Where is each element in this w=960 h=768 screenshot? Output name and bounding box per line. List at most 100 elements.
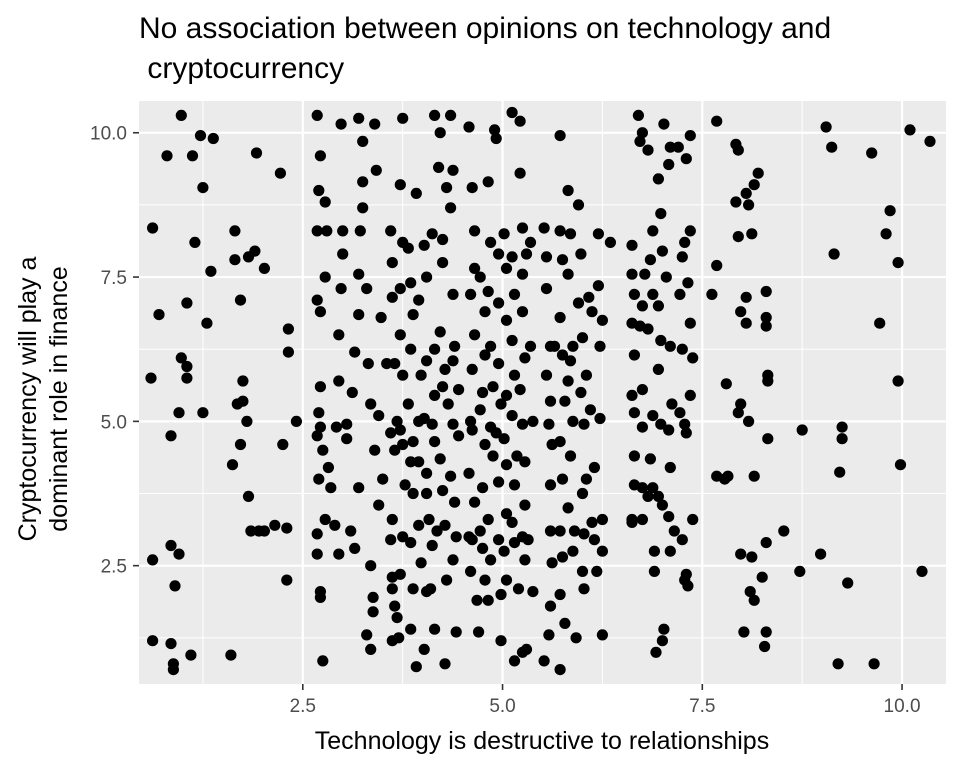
- data-point: [429, 623, 441, 635]
- data-point: [506, 251, 518, 263]
- data-point: [498, 433, 510, 445]
- data-point: [161, 150, 173, 162]
- data-point: [437, 257, 449, 269]
- data-point: [439, 658, 451, 670]
- data-point: [495, 635, 507, 647]
- data-point: [386, 257, 398, 269]
- data-point: [386, 291, 398, 303]
- data-point: [740, 317, 752, 329]
- data-point: [441, 182, 453, 194]
- data-point: [519, 352, 531, 364]
- data-point: [740, 291, 752, 303]
- data-point: [570, 632, 582, 644]
- data-point: [815, 548, 827, 560]
- data-point: [655, 418, 667, 430]
- x-tick-label: 5.0: [489, 696, 515, 717]
- data-point: [516, 222, 529, 234]
- data-point: [421, 487, 433, 500]
- data-point: [644, 453, 657, 465]
- data-point: [836, 433, 848, 445]
- data-point: [752, 167, 764, 179]
- data-point: [394, 568, 406, 580]
- data-point: [628, 349, 641, 361]
- data-point: [820, 121, 832, 133]
- data-point: [664, 545, 676, 557]
- data-point: [680, 427, 692, 439]
- data-point: [317, 655, 329, 667]
- major-gridlines: [139, 101, 946, 684]
- data-point: [826, 141, 838, 153]
- data-point: [353, 268, 365, 280]
- data-point: [628, 407, 641, 419]
- data-point: [466, 363, 478, 375]
- data-point: [490, 132, 502, 145]
- data-point: [554, 436, 566, 448]
- y-tick-label: 2.5: [101, 557, 127, 578]
- data-point: [410, 187, 422, 199]
- data-point: [317, 444, 329, 456]
- data-point: [226, 459, 239, 471]
- data-point: [626, 516, 638, 529]
- data-point: [423, 513, 435, 526]
- data-point: [169, 580, 181, 592]
- data-point: [333, 329, 345, 341]
- data-point: [538, 222, 550, 234]
- data-point: [365, 398, 377, 410]
- data-point: [514, 384, 526, 396]
- data-point: [357, 135, 369, 147]
- data-point: [744, 586, 756, 598]
- data-point: [205, 265, 217, 277]
- data-point: [680, 153, 692, 165]
- data-point: [466, 534, 478, 546]
- data-point: [281, 574, 293, 586]
- data-point: [663, 424, 675, 436]
- data-point: [642, 323, 654, 335]
- data-point: [664, 340, 676, 352]
- data-point: [778, 525, 790, 537]
- data-point: [434, 127, 446, 139]
- data-point: [634, 135, 646, 147]
- data-point: [405, 623, 417, 635]
- data-point: [389, 600, 401, 612]
- data-point: [564, 450, 577, 462]
- data-point: [410, 661, 422, 673]
- data-point: [760, 626, 772, 638]
- data-point: [916, 565, 928, 578]
- data-point: [397, 112, 409, 124]
- data-point: [234, 438, 247, 451]
- y-axis: 2.5 5.0 7.5 10.0: [90, 124, 139, 578]
- data-point: [426, 228, 438, 240]
- data-point: [596, 545, 609, 557]
- data-point: [493, 358, 505, 370]
- data-point: [546, 557, 558, 569]
- data-point: [485, 340, 497, 352]
- data-point: [311, 294, 323, 306]
- data-point: [469, 225, 481, 237]
- data-point: [479, 438, 491, 451]
- data-point: [626, 239, 638, 251]
- data-point: [866, 147, 878, 159]
- data-point: [402, 398, 414, 410]
- data-point: [647, 225, 659, 237]
- data-point: [229, 225, 241, 237]
- data-point: [880, 228, 892, 240]
- data-point: [575, 386, 587, 399]
- data-point: [465, 415, 477, 427]
- data-point: [337, 225, 349, 237]
- data-point: [479, 574, 491, 586]
- data-point: [684, 225, 696, 237]
- data-point: [663, 510, 675, 523]
- data-point: [498, 545, 510, 557]
- data-point: [760, 537, 772, 549]
- data-point: [572, 199, 585, 211]
- data-point: [453, 430, 465, 442]
- data-point: [508, 537, 521, 549]
- data-point: [676, 534, 688, 546]
- data-point: [543, 418, 555, 430]
- data-point: [469, 496, 481, 508]
- data-point: [314, 381, 326, 393]
- data-point: [644, 254, 657, 266]
- data-point: [421, 355, 433, 367]
- data-point: [527, 415, 539, 427]
- data-point: [548, 340, 561, 352]
